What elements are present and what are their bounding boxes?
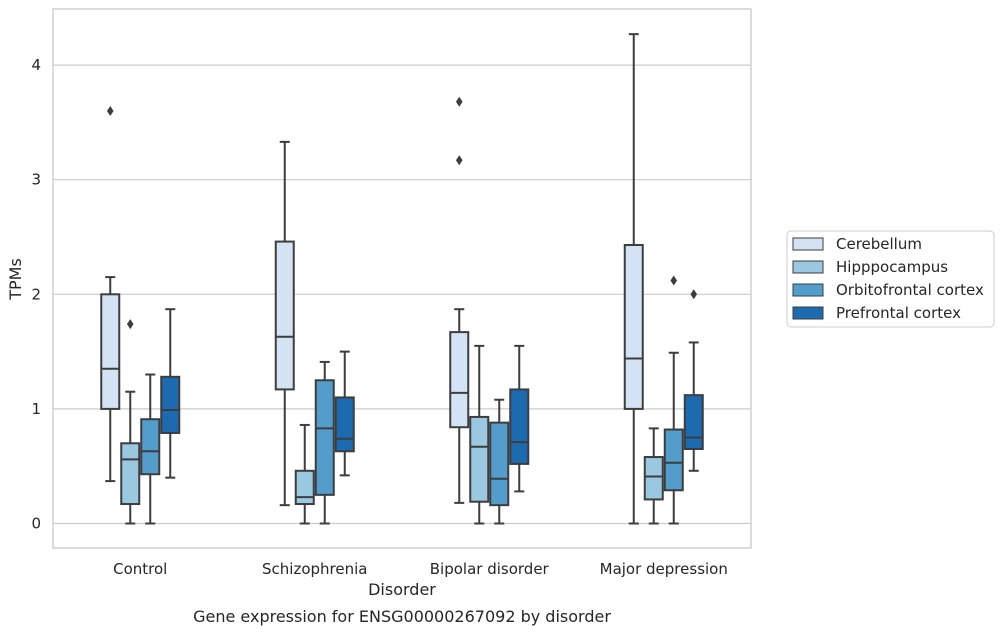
box-iqr <box>489 421 510 507</box>
outlier-point <box>455 96 463 107</box>
outlier-point <box>106 105 114 116</box>
box-plot <box>120 319 141 525</box>
legend-swatch <box>792 237 824 251</box>
outlier-point <box>690 289 698 300</box>
box-iqr <box>509 388 530 465</box>
y-tick-label: 4 <box>31 56 41 74</box>
legend-item: Hipppocampus <box>792 258 948 276</box>
box-iqr <box>100 293 121 410</box>
box-plot <box>683 289 704 472</box>
box-plot <box>663 275 684 525</box>
legend-label: Prefrontal cortex <box>836 304 961 322</box>
x-tick-labels: Control Schizophrenia Bipolar disorder Majo… <box>113 560 728 578</box>
y-tick-label: 2 <box>31 285 41 303</box>
plot-frame <box>52 8 752 549</box>
box-plot <box>160 308 181 479</box>
box-iqr <box>623 244 644 410</box>
box-plot <box>274 140 295 507</box>
y-axis-title: TPMs <box>6 258 25 301</box>
legend-label: Cerebellum <box>836 235 922 253</box>
box-plot <box>449 96 470 504</box>
box-iqr <box>140 418 161 476</box>
legend-label: Orbitofrontal cortex <box>836 281 984 299</box>
outlier-point <box>670 275 678 286</box>
legend-frame <box>786 230 995 328</box>
y-tick-labels: 0 1 2 3 4 <box>31 56 41 532</box>
box-iqr <box>449 331 470 429</box>
x-tick-label: Bipolar disorder <box>430 560 550 578</box>
box-iqr <box>160 375 181 434</box>
box-iqr <box>274 240 295 391</box>
box-iqr <box>334 396 355 453</box>
box-plot <box>469 344 490 525</box>
box-plot <box>314 360 335 525</box>
x-tick-label: Schizophrenia <box>262 560 367 578</box>
box-iqr <box>120 442 141 506</box>
box-plot <box>509 344 530 493</box>
y-tick-label: 3 <box>31 171 41 189</box>
box-iqr <box>469 415 490 503</box>
legend-item: Prefrontal cortex <box>792 304 961 322</box>
box-plot <box>140 373 161 525</box>
legend-swatch <box>792 306 824 320</box>
box-iqr <box>314 379 335 496</box>
outlier-point <box>455 155 463 166</box>
box-plot <box>294 423 315 525</box>
box-plot <box>100 105 121 483</box>
legend-swatch <box>792 283 824 297</box>
y-tick-label: 0 <box>31 515 41 533</box>
legend-item: Cerebellum <box>792 235 922 253</box>
box-plot <box>334 350 355 477</box>
box-iqr <box>294 469 315 506</box>
box-plot <box>643 427 664 525</box>
legend-swatch <box>792 260 824 274</box>
chart-caption: Gene expression for ENSG00000267092 by d… <box>193 607 611 626</box>
box-iqr <box>663 428 684 492</box>
x-tick-label: Control <box>113 560 167 578</box>
box-iqr <box>643 456 664 501</box>
box-plot <box>489 398 510 525</box>
x-axis-title: Disorder <box>368 580 436 599</box>
box-plot <box>623 33 644 525</box>
y-tick-label: 1 <box>31 400 41 418</box>
legend: Cerebellum Hipppocampus Orbitofrontal cort… <box>786 230 995 328</box>
legend-item: Orbitofrontal cortex <box>792 281 984 299</box>
box-iqr <box>683 394 704 451</box>
legend-label: Hipppocampus <box>836 258 948 276</box>
box-layer <box>100 33 704 525</box>
x-tick-label: Major depression <box>600 560 728 578</box>
outlier-point <box>126 319 134 330</box>
